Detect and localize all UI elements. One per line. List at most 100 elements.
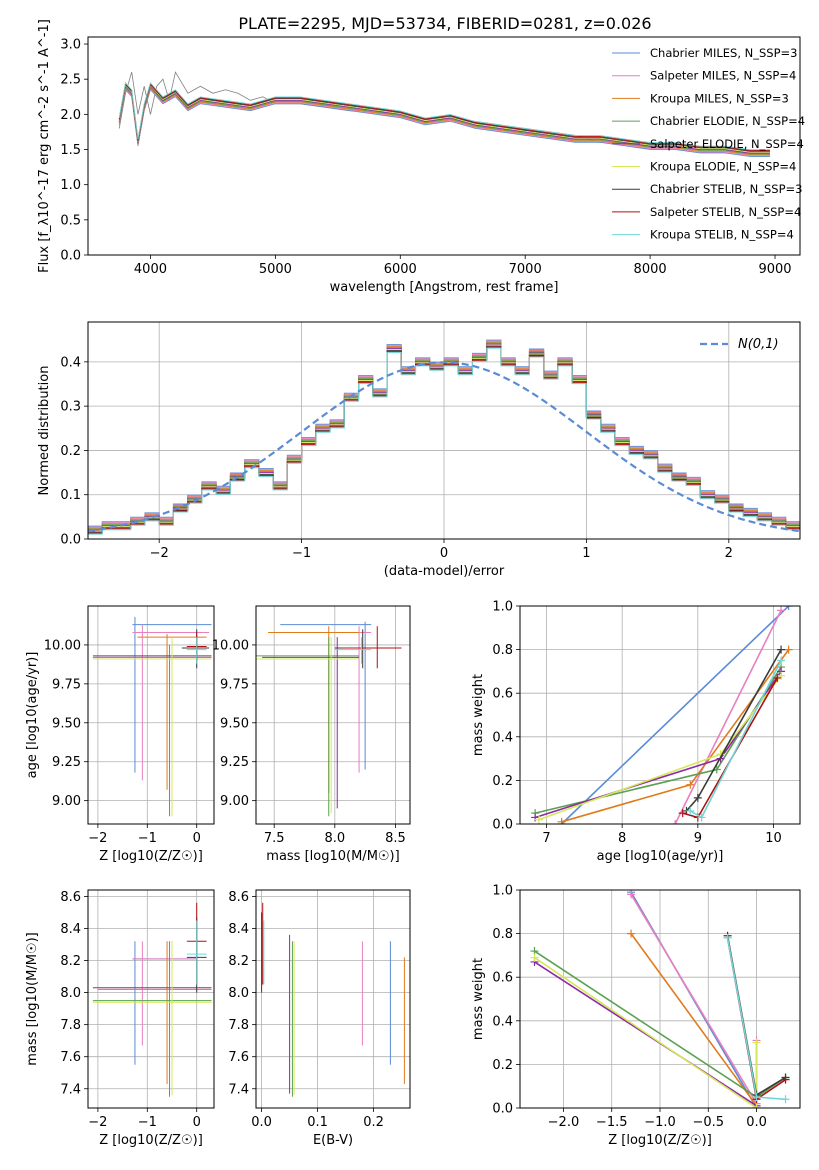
y-axis-label: mass weight <box>471 958 486 1040</box>
x-tick-label: 4000 <box>134 262 167 277</box>
y-axis-label: mass [log10(M/M☉)] <box>25 932 40 1065</box>
legend-label: N(0,1) <box>738 337 779 352</box>
y-tick-label: 9.50 <box>52 716 81 731</box>
y-tick-label: 10.00 <box>44 638 81 653</box>
y-tick-label: 10.00 <box>212 638 249 653</box>
y-tick-label: 8.6 <box>228 890 249 905</box>
y-tick-label: 1.5 <box>60 143 81 158</box>
y-axis-label: Normed distribution <box>37 366 52 496</box>
x-axis-label: Z [log10(Z/Z☉)] <box>99 1133 203 1148</box>
panel-ebv-mass: 0.0 0.1 0.2 7.4 7.6 7.8 8.0 8.2 8.4 8.6 E(B-V) <box>228 889 411 1148</box>
y-tick-label: 0.2 <box>492 774 513 789</box>
y-tick-label: 0.4 <box>60 355 81 370</box>
weight-marker <box>697 813 706 822</box>
normal-curve <box>88 361 800 533</box>
x-tick-label: 0 <box>440 546 448 561</box>
x-tick-label: −2.0 <box>548 1115 580 1130</box>
x-axis-label: age [log10(age/yr)] <box>597 849 724 864</box>
x-tick-label: −2 <box>88 831 107 846</box>
legend-label: Salpeter ELODIE, N_SSP=4 <box>650 137 804 151</box>
legend-label: Salpeter MILES, N_SSP=4 <box>650 69 796 83</box>
weight-line <box>685 649 782 812</box>
model-spectrum-line <box>118 88 771 157</box>
weight-marker <box>784 645 793 654</box>
y-tick-label: 9.25 <box>52 755 81 770</box>
y-tick-label: 0.0 <box>60 533 81 548</box>
weight-marker <box>693 793 702 802</box>
weight-marker <box>671 820 680 824</box>
x-tick-label: 0.0 <box>746 1115 767 1130</box>
x-tick-label: 8.5 <box>385 831 406 846</box>
plot-area-ebv-mass <box>261 902 405 1097</box>
x-axis-label: mass [log10(M/M☉)] <box>266 849 399 864</box>
panel-age-weight: 7 8 9 10 0.0 0.2 0.4 0.6 0.8 1.0 age [log10(age/yr… <box>471 600 801 864</box>
x-axis-label: E(B-V) <box>313 1133 353 1148</box>
y-tick-label: 0.6 <box>492 687 513 702</box>
plots-layer: 4000 5000 6000 7000 8000 90000.00.51.01.52.02… <box>25 19 805 1148</box>
y-tick-label: 0.4 <box>492 1014 513 1029</box>
legend-label: Chabrier MILES, N_SSP=3 <box>650 46 797 60</box>
y-tick-label: 2.0 <box>60 108 81 123</box>
plot-area-residuals <box>88 339 800 539</box>
weight-line <box>538 675 782 821</box>
panel-z-mass: −2 −1 0 7.4 7.6 7.8 8.0 8.2 8.4 8.6 Z [log10(Z/Z☉)… <box>25 889 215 1148</box>
x-tick-label: 0.2 <box>363 1115 384 1130</box>
y-tick-label: 8.4 <box>228 922 249 937</box>
weight-line <box>630 893 758 1107</box>
x-tick-label: 8000 <box>634 262 667 277</box>
model-spectrum-line <box>118 82 771 151</box>
model-spectrum-line <box>118 81 771 151</box>
weight-marker <box>773 673 782 682</box>
y-tick-label: 8.0 <box>228 986 249 1001</box>
axes-frame <box>255 889 411 1109</box>
y-tick-label: 0.8 <box>492 643 513 658</box>
y-tick-label: 7.4 <box>60 1082 81 1097</box>
weight-marker <box>752 1093 761 1102</box>
weight-line <box>674 610 782 824</box>
y-tick-label: 7.6 <box>60 1050 81 1065</box>
axes-frame <box>87 36 801 256</box>
x-tick-label: 6000 <box>384 262 417 277</box>
weight-marker <box>752 1038 761 1047</box>
y-tick-label: 0.5 <box>60 213 81 228</box>
x-axis-label: Z [log10(Z/Z☉)] <box>608 1133 712 1148</box>
weight-line <box>534 961 757 1107</box>
weight-line <box>534 956 758 1108</box>
x-tick-label: 7000 <box>509 262 542 277</box>
y-tick-label: 0.4 <box>492 730 513 745</box>
y-tick-label: 0.8 <box>492 927 513 942</box>
y-tick-label: 0.1 <box>60 488 81 503</box>
weight-marker <box>530 953 539 962</box>
x-tick-label: −1 <box>292 546 311 561</box>
x-axis-label: Z [log10(Z/Z☉)] <box>99 849 203 864</box>
model-spectrum-line <box>118 83 771 152</box>
weight-marker <box>627 890 636 899</box>
weight-line <box>561 606 790 824</box>
weight-marker <box>557 817 566 824</box>
y-tick-label: 8.2 <box>60 954 81 969</box>
plot-area-mass-age <box>256 621 402 817</box>
plot-area-z-mass <box>92 902 212 1097</box>
legend-label: Salpeter STELIB, N_SSP=4 <box>650 205 801 219</box>
y-tick-label: 0.2 <box>492 1058 513 1073</box>
axes-frame <box>519 889 801 1109</box>
x-tick-label: 10 <box>765 831 782 846</box>
x-tick-label: 9 <box>694 831 702 846</box>
plot-area-z-age <box>92 616 212 817</box>
y-tick-label: 9.00 <box>52 794 81 809</box>
weight-marker <box>531 813 540 822</box>
panel-z-weight: −2.0 −1.5 −1.0 −0.5 0.0 0.0 0.2 0.4 0.6 0.8 1.0 Z [… <box>471 884 801 1148</box>
plot-area-z-weight <box>530 890 790 1108</box>
x-tick-label: −1 <box>138 1115 157 1130</box>
x-tick-label: 9000 <box>758 262 791 277</box>
x-tick-label: −1.0 <box>644 1115 676 1130</box>
model-spectrum-line <box>118 85 771 154</box>
plot-area-age-weight <box>531 606 793 824</box>
y-tick-label: 0.0 <box>60 249 81 264</box>
y-tick-label: 9.75 <box>220 677 249 692</box>
y-tick-label: 2.5 <box>60 73 81 88</box>
x-tick-label: 0.1 <box>307 1115 328 1130</box>
y-tick-label: 8.4 <box>60 922 81 937</box>
weight-marker <box>686 780 695 789</box>
axes-frame <box>255 605 411 825</box>
